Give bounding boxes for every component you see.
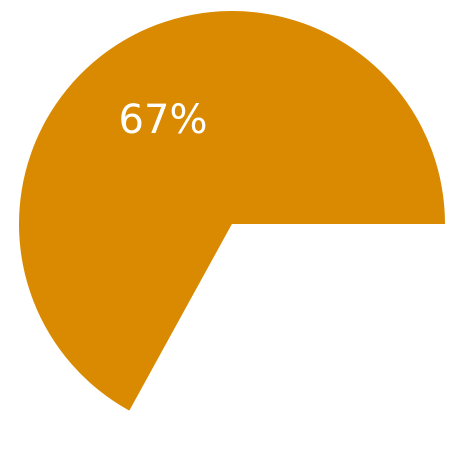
- pie-slice-0: [19, 11, 446, 411]
- slice-label-0: 67%: [119, 97, 208, 143]
- pie-slices: [19, 11, 446, 438]
- pie-slice-1: [129, 224, 445, 438]
